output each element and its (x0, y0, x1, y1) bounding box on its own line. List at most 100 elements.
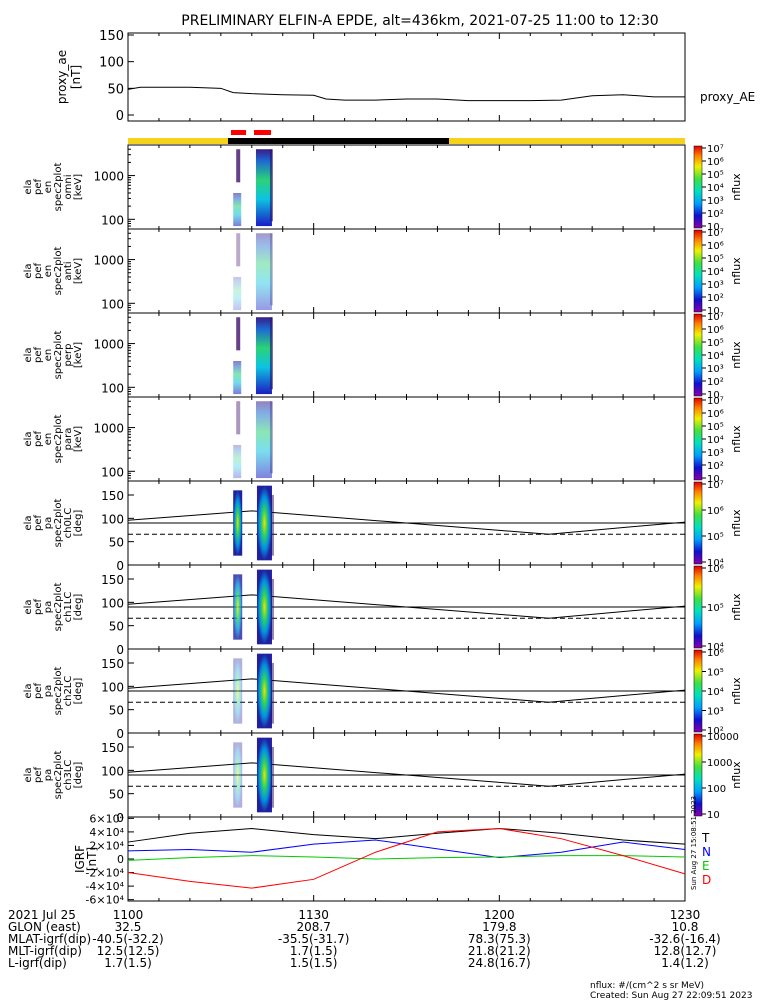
y-axis-label: ela (23, 599, 34, 614)
colorbar-tick-label: 10⁴ (707, 642, 724, 653)
y-axis-label: ela (23, 515, 34, 530)
flux-patch (255, 317, 272, 395)
colorbar-tick-label: 10 (707, 390, 720, 401)
page-title: PRELIMINARY ELFIN-A EPDE, alt=436km, 202… (181, 13, 658, 29)
flux-patch (269, 149, 273, 222)
y-axis-label: para (63, 428, 74, 451)
y-tick-label: 150 (101, 573, 124, 587)
ephemeris-value: -32.6(-16.4) (649, 932, 720, 946)
flux-patch (270, 747, 274, 808)
flux-patch (236, 149, 241, 183)
y-tick-label: 100 (101, 381, 124, 395)
y-axis-label: [deg] (73, 594, 84, 621)
y-tick-label: 4×10⁴ (89, 826, 124, 839)
created-timestamp: Created: Sun Aug 27 22:09:51 2023 (590, 991, 752, 1000)
proxy-ae-line (127, 86, 685, 102)
colorbar-label: nflux (730, 509, 743, 537)
flux-patch (233, 444, 242, 479)
colorbar-tick-label: 10 (707, 474, 720, 485)
flux-patch (256, 653, 272, 729)
y-axis-label: pa (43, 685, 54, 697)
y-axis-label: spec2plot (53, 583, 64, 632)
colorbar-tick-label: 10⁴ (707, 687, 724, 698)
ephemeris-value: 1.4(1.2) (661, 956, 709, 970)
y-axis-label: ch2LC (63, 676, 74, 707)
colorbar-tick-label: 10² (707, 209, 724, 220)
colorbar-tick-label: 10² (707, 293, 724, 304)
ephemeris-value: 1.7(1.5) (290, 944, 338, 958)
orbit-bar (128, 130, 685, 144)
colorbar-tick-label: 10⁴ (707, 351, 724, 362)
y-axis-label: [keV] (73, 258, 84, 284)
colorbar-tick-label: 10³ (707, 196, 724, 207)
y-axis-label: pef (33, 599, 44, 616)
ephemeris-value: 10.8 (672, 920, 699, 934)
colorbar-tick-label: 10⁶ (707, 241, 724, 252)
colorbar-tick-label: 10⁷ (707, 396, 724, 407)
ephemeris-value: 1.5(1.5) (290, 956, 338, 970)
colorbar-label: nflux (730, 173, 743, 201)
y-axis-label: omni (63, 175, 74, 200)
colorbar (693, 229, 703, 313)
colorbar-tick-label: 10⁵ (707, 603, 724, 614)
ephemeris-value: 1200 (484, 908, 515, 922)
ephemeris-value: -40.5(-32.2) (92, 932, 163, 946)
ephemeris-value: 208.7 (296, 920, 330, 934)
y-axis-label: ela (23, 179, 34, 194)
y-tick-label: 150 (99, 29, 124, 44)
flux-patch (233, 742, 243, 808)
ephemeris-value: -35.5(-31.7) (278, 932, 349, 946)
colorbar (693, 733, 703, 817)
y-tick-label: 100 (101, 465, 124, 479)
spec-perp-panel (127, 312, 686, 398)
colorbar-tick-label: 10 (707, 810, 720, 821)
colorbar-tick-label: 10⁵ (707, 422, 724, 433)
y-tick-label: 2×10⁴ (89, 839, 124, 852)
colorbar-tick-label: 10⁴ (707, 183, 724, 194)
colorbar-tick-label: 100 (707, 784, 726, 795)
colorbar-tick-label: 10⁷ (707, 144, 724, 155)
y-tick-label: 0 (116, 727, 124, 741)
ephemeris-row-label: MLT-igrf(dip) (8, 944, 82, 958)
flux-patch (255, 233, 272, 311)
y-tick-label: 50 (107, 82, 124, 97)
y-tick-label: 0 (116, 643, 124, 657)
y-axis-label: en (43, 433, 54, 446)
colorbar-tick-label: 10⁶ (707, 648, 724, 659)
y-tick-label: 100 (101, 512, 124, 526)
flux-patch (233, 276, 242, 311)
flux-patch (270, 579, 274, 640)
y-axis-label: pa (43, 517, 54, 529)
loss-cone-line (127, 594, 686, 619)
y-axis-label: pef (33, 683, 44, 700)
proxy-ae-panel (127, 32, 686, 122)
y-axis-label: pef (33, 263, 44, 280)
y-axis-label: pa (43, 601, 54, 613)
colorbar-tick-label: 10⁵ (707, 254, 724, 265)
y-axis-label: [deg] (73, 678, 84, 705)
y-axis-label: [deg] (73, 762, 84, 789)
colorbar-tick-label: 10⁵ (707, 668, 724, 679)
flux-patch (255, 149, 272, 227)
y-axis-label: [nT] (85, 847, 99, 871)
y-axis-label: ela (23, 431, 34, 446)
spec-anti-panel (127, 228, 686, 314)
y-axis-label: ela (23, 683, 34, 698)
y-tick-label: 150 (101, 741, 124, 755)
colorbar-tick-label: 10² (707, 377, 724, 388)
y-tick-label: 50 (109, 620, 124, 634)
igrf-panel (127, 816, 686, 902)
y-tick-label: 1000 (93, 254, 124, 268)
colorbar-label: nflux (730, 425, 743, 453)
y-tick-label: 1000 (93, 422, 124, 436)
flux-patch (256, 569, 272, 645)
flux-patch (233, 360, 242, 395)
colorbar-label: nflux (730, 257, 743, 285)
flux-patch (255, 401, 272, 479)
colorbar-tick-label: 10⁴ (707, 267, 724, 278)
y-axis-label: proxy_ae (55, 50, 69, 104)
ephemeris-value: 1230 (670, 908, 701, 922)
flux-patch (256, 737, 272, 813)
flux-patch (236, 401, 241, 435)
colorbar-tick-label: 10⁷ (707, 480, 724, 491)
